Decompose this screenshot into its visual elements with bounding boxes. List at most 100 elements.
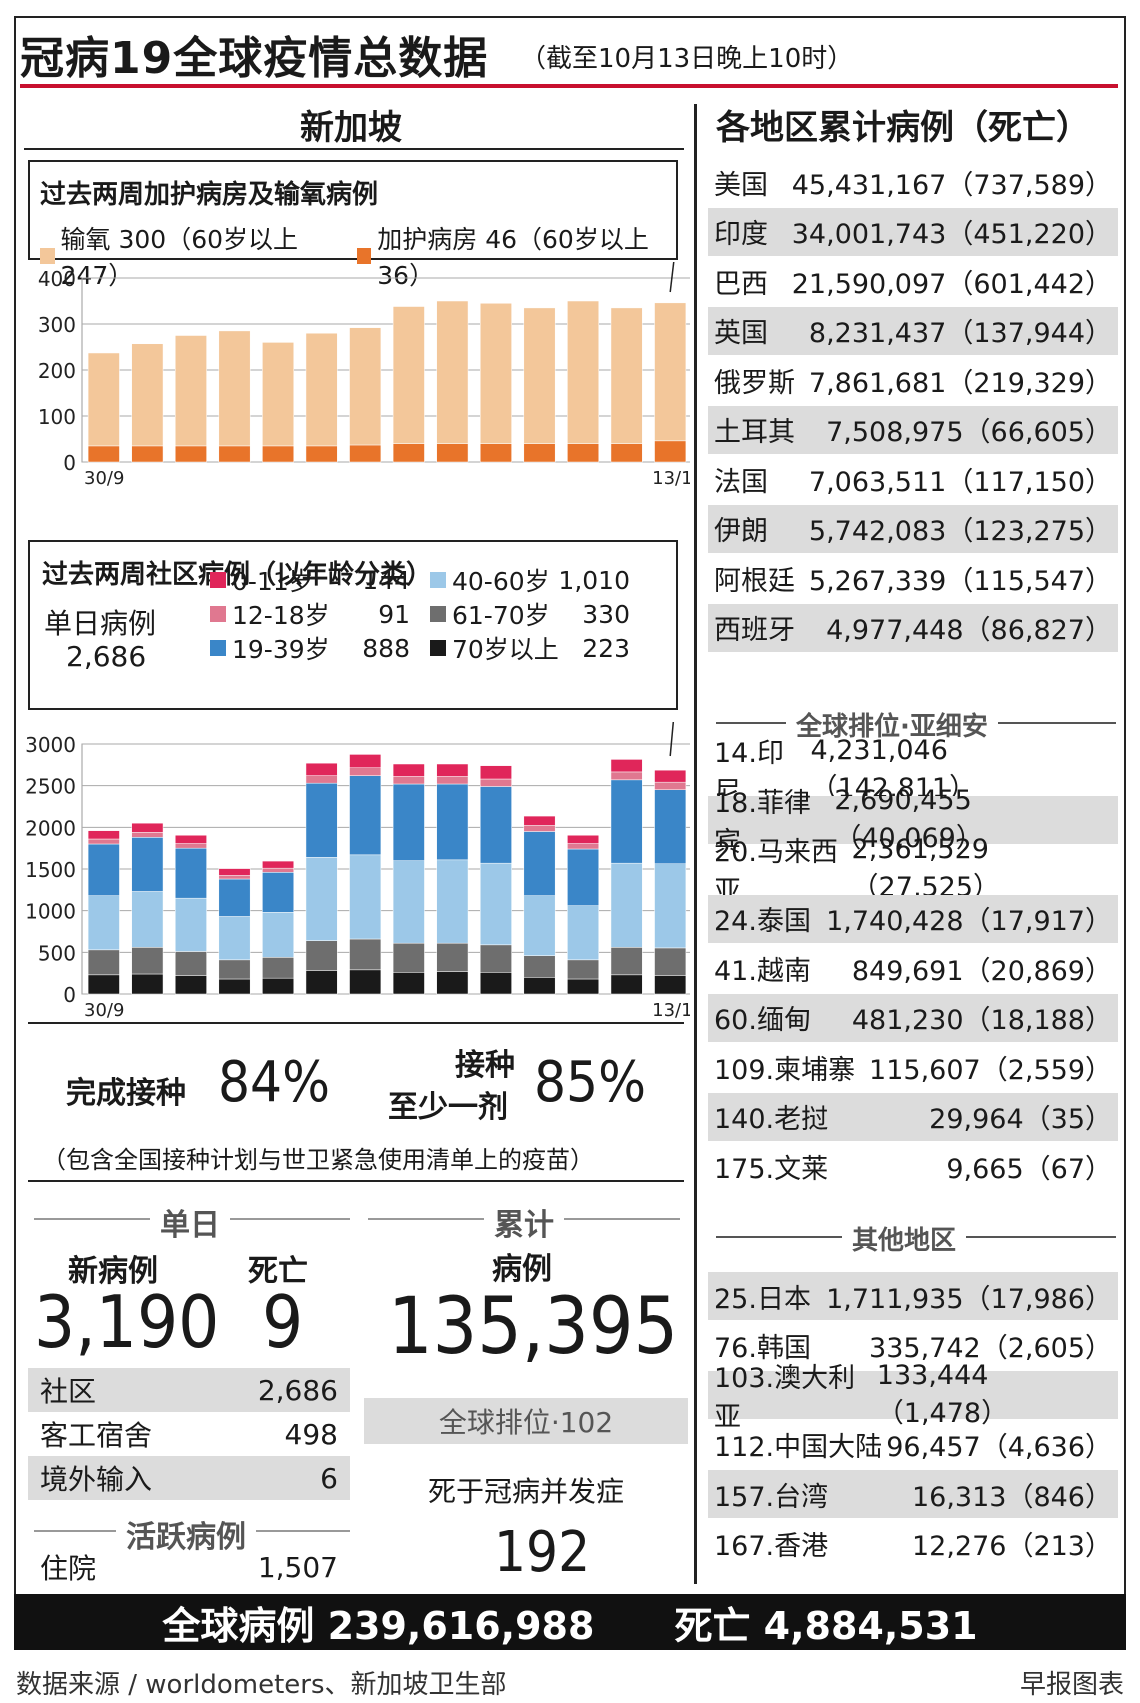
bar-segment bbox=[436, 300, 469, 444]
age-swatch bbox=[210, 606, 226, 622]
region-name: 103.澳大利亚 bbox=[714, 1363, 856, 1433]
age-group-value: 144 bbox=[362, 565, 410, 595]
bar-segment bbox=[87, 895, 120, 951]
bar-segment bbox=[305, 332, 338, 447]
region-cases: 2,690,455 bbox=[834, 784, 972, 816]
region-deaths: （213） bbox=[1006, 1531, 1112, 1562]
region-name: 175.文莱 bbox=[714, 1153, 829, 1185]
bar-segment bbox=[174, 897, 207, 952]
x-tick-label: 13/10 bbox=[652, 1000, 690, 1021]
region-row: 英国 8,231,437（137,944） bbox=[708, 306, 1118, 355]
icu-swatch bbox=[356, 248, 372, 264]
age-legend-item: 70岁以上 223 bbox=[430, 630, 630, 666]
bar-segment bbox=[392, 942, 425, 973]
active-header: 活跃病例 bbox=[116, 1512, 256, 1556]
region-row: 西班牙 4,977,448（86,827） bbox=[708, 603, 1118, 652]
region-cases: 96,457 bbox=[886, 1432, 981, 1463]
age-swatch bbox=[430, 640, 446, 656]
bar-segment bbox=[567, 978, 600, 995]
hospitalised-label: 住院 bbox=[40, 1552, 97, 1585]
daily-cases-label: 单日病例 bbox=[44, 607, 157, 640]
bar-segment bbox=[610, 759, 643, 773]
age-chart: 0 500 1000 1500 2000 2500 3000 30/9 13/10 bbox=[25, 722, 690, 1021]
bar-segment bbox=[218, 959, 251, 980]
region-deaths: （18,188） bbox=[963, 1005, 1112, 1036]
daily-cases-value: 2,686 bbox=[66, 640, 147, 673]
bar-segment bbox=[262, 867, 295, 873]
region-cases: 7,063,511 bbox=[808, 466, 947, 498]
oxygen-swatch bbox=[40, 248, 55, 264]
region-name: 109.柬埔寨 bbox=[714, 1054, 856, 1086]
region-row: 112.中国大陆 96,457（4,636） bbox=[708, 1421, 1118, 1469]
bar-segment bbox=[567, 905, 600, 961]
region-name: 巴西 bbox=[714, 268, 768, 300]
bar-segment bbox=[523, 895, 556, 956]
age-group-name: 0-11岁 bbox=[232, 567, 314, 596]
region-row: 25.日本 1,711,935（17,986） bbox=[708, 1272, 1118, 1320]
bar-segment bbox=[392, 783, 425, 861]
y-tick-label: 2500 bbox=[25, 775, 76, 799]
bar-segment bbox=[654, 769, 687, 783]
y-tick-label: 200 bbox=[38, 359, 76, 383]
region-row: 俄罗斯 7,861,681（219,329） bbox=[708, 356, 1118, 404]
region-name: 美国 bbox=[714, 169, 768, 201]
region-cases: 4,977,448 bbox=[826, 615, 964, 646]
bar-segment bbox=[479, 786, 512, 864]
bar-segment bbox=[479, 303, 512, 444]
cumulative-header: 累计 bbox=[484, 1200, 564, 1244]
region-row: 阿根廷 5,267,339（115,547） bbox=[708, 554, 1118, 602]
bar-segment bbox=[131, 973, 164, 995]
age-legend-item: 19-39岁 888 bbox=[210, 630, 410, 666]
region-row: 41.越南 849,691（20,869） bbox=[708, 944, 1118, 992]
bar-segment bbox=[523, 815, 556, 826]
age-group-name: 19-39岁 bbox=[232, 635, 330, 664]
region-deaths: （451,220） bbox=[946, 219, 1112, 250]
bar-segment bbox=[349, 754, 382, 769]
credit: 早报图表 bbox=[1019, 1670, 1124, 1700]
region-name: 印度 bbox=[714, 219, 768, 250]
global-rank: 全球排位·102 bbox=[364, 1398, 688, 1444]
region-name: 112.中国大陆 bbox=[714, 1432, 883, 1463]
region-deaths: （846） bbox=[1006, 1481, 1112, 1513]
bar-segment bbox=[262, 342, 295, 447]
region-name: 24.泰国 bbox=[714, 906, 811, 937]
bar-segment bbox=[479, 778, 512, 787]
bar-segment bbox=[654, 863, 687, 949]
region-deaths: （117,150） bbox=[946, 466, 1112, 498]
bar-segment bbox=[218, 916, 251, 961]
breakdown-value: 498 bbox=[284, 1417, 338, 1451]
global-cases: 全球病例 239,616,988 bbox=[162, 1603, 595, 1648]
bar-segment bbox=[131, 832, 164, 838]
bar-segment bbox=[654, 975, 687, 995]
age-group-value: 888 bbox=[362, 633, 410, 663]
bar-segment bbox=[610, 974, 643, 995]
complete-vaccination-label: 完成接种 bbox=[66, 1076, 186, 1111]
age-swatch bbox=[210, 640, 226, 656]
region-cases: 12,276 bbox=[911, 1531, 1007, 1562]
bar-segment bbox=[392, 306, 425, 444]
icu-chart: 0 100 200 300 400 30/9 13/10 bbox=[38, 262, 690, 489]
age-swatch bbox=[430, 572, 446, 588]
y-tick-label: 3000 bbox=[25, 733, 76, 757]
bar-segment bbox=[610, 771, 643, 781]
age-legend-item: 0-11岁 144 bbox=[210, 562, 410, 598]
age-legend-item: 40-60岁 1,010 bbox=[430, 562, 630, 598]
age-group-name: 40-60岁 bbox=[452, 567, 550, 596]
age-legend-box: 过去两周社区病例（以年龄分类） 单日病例 2,686 0-11岁 144 12-18… bbox=[28, 540, 678, 710]
deaths-label: 死亡 bbox=[248, 1254, 308, 1289]
bar-segment bbox=[218, 875, 251, 880]
region-row: 157.台湾 16,313（846） bbox=[708, 1470, 1118, 1518]
bar-segment bbox=[479, 862, 512, 946]
deaths-value: 9 bbox=[262, 1280, 304, 1364]
icu-legend-box: 过去两周加护病房及输氧病例 输氧 300（60岁以上247） 加护病房 46（6… bbox=[28, 160, 678, 290]
bar-segment bbox=[479, 443, 512, 463]
region-deaths: （17,986） bbox=[963, 1283, 1112, 1315]
bar-segment bbox=[131, 837, 164, 892]
age-legend-item: 12-18岁 91 bbox=[210, 596, 410, 632]
region-deaths: （115,547） bbox=[946, 565, 1112, 597]
bar-segment bbox=[436, 443, 469, 463]
daily-header: 单日 bbox=[150, 1200, 230, 1244]
bar-segment bbox=[523, 307, 556, 444]
bar-segment bbox=[87, 843, 120, 896]
region-name: 140.老挝 bbox=[714, 1104, 829, 1135]
